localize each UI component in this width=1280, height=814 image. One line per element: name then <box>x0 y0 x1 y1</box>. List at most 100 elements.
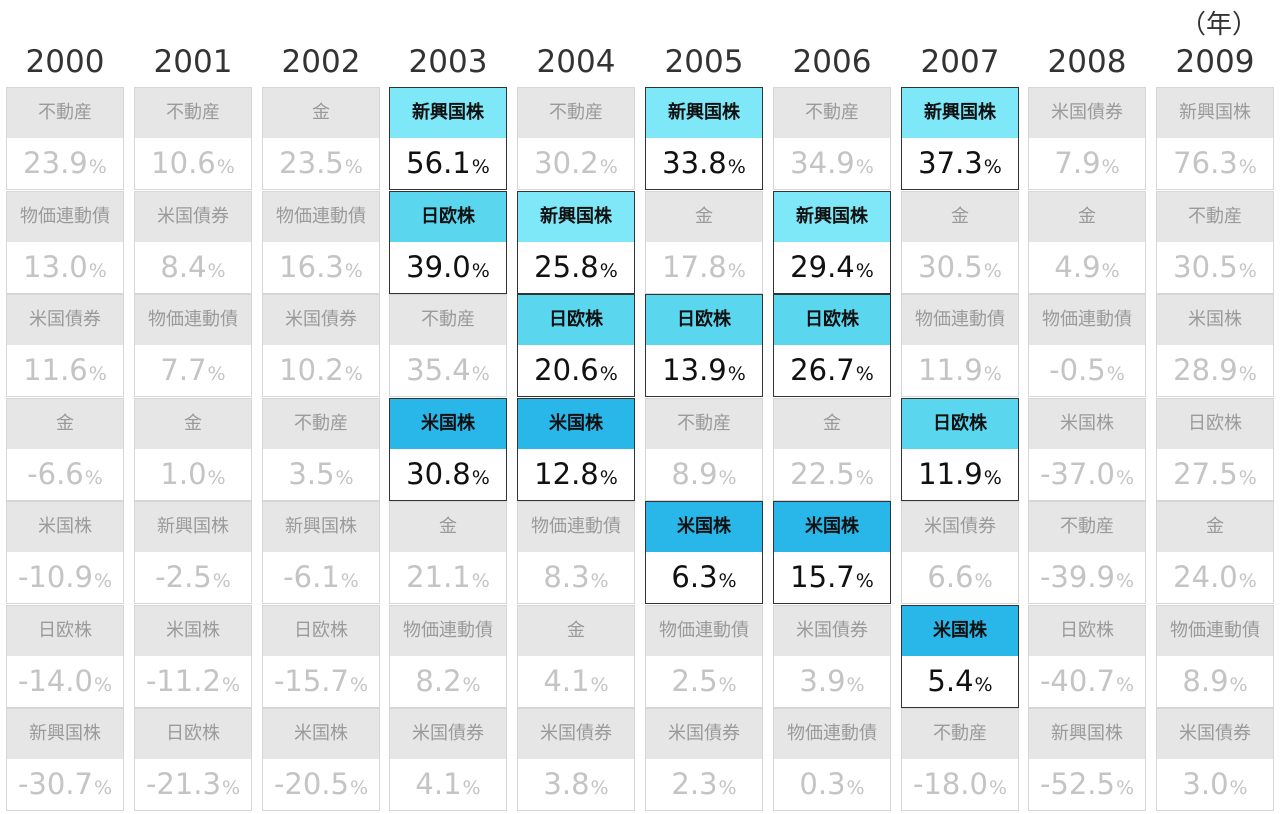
return-cell: 金 17.8% <box>645 191 763 294</box>
return-cell: 米国株 -11.2% <box>134 605 252 708</box>
asset-name: 新興国株 <box>518 192 634 242</box>
year-column-2001: 2001 不動産 10.6% 米国債券 8.4% 物価連動債 7.7% 金 1.0% 新興国株 -2… <box>134 0 252 812</box>
return-cell: 米国債券 3.9% <box>773 605 891 708</box>
asset-name: 米国株 <box>390 399 506 449</box>
year-label: 2008 <box>1047 44 1127 80</box>
return-value: 15.7% <box>774 552 890 603</box>
return-cell: 日欧株 20.6% <box>517 294 635 397</box>
asset-name: 金 <box>518 606 634 656</box>
return-cell: 米国株 -10.9% <box>6 501 124 604</box>
return-cell: 米国債券 11.6% <box>6 294 124 397</box>
return-cell: 米国債券 6.6% <box>901 501 1019 604</box>
return-value: 16.3% <box>263 242 379 293</box>
return-value: 21.1% <box>390 552 506 603</box>
asset-name: 金 <box>1029 192 1145 242</box>
return-value: -11.2% <box>135 656 251 707</box>
asset-name: 日欧株 <box>646 295 762 345</box>
return-value: 10.2% <box>263 345 379 396</box>
asset-name: 新興国株 <box>1029 709 1145 759</box>
return-value: -39.9% <box>1029 552 1145 603</box>
year-label: 2003 <box>408 44 488 80</box>
return-cell: 日欧株 -40.7% <box>1028 605 1146 708</box>
return-value: 0.3% <box>774 759 890 810</box>
asset-name: 米国債券 <box>263 295 379 345</box>
asset-name: 不動産 <box>1157 192 1273 242</box>
asset-name: 不動産 <box>518 88 634 138</box>
return-value: -14.0% <box>7 656 123 707</box>
return-value: 1.0% <box>135 449 251 500</box>
return-value: 56.1% <box>390 138 506 189</box>
return-cell: 金 22.5% <box>773 398 891 501</box>
return-value: 3.5% <box>263 449 379 500</box>
year-label: 2000 <box>25 44 105 80</box>
asset-name: 金 <box>7 399 123 449</box>
return-cell: 物価連動債 0.3% <box>773 708 891 811</box>
asset-name: 日欧株 <box>1029 606 1145 656</box>
return-value: 24.0% <box>1157 552 1273 603</box>
asset-name: 米国株 <box>135 606 251 656</box>
asset-name: 物価連動債 <box>1157 606 1273 656</box>
return-value: -2.5% <box>135 552 251 603</box>
return-cell: 米国債券 2.3% <box>645 708 763 811</box>
return-value: 29.4% <box>774 242 890 293</box>
return-cell: 物価連動債 16.3% <box>262 191 380 294</box>
return-value: 23.9% <box>7 138 123 189</box>
return-value: 4.1% <box>390 759 506 810</box>
return-cell: 日欧株 39.0% <box>389 191 507 294</box>
asset-name: 米国株 <box>646 502 762 552</box>
asset-name: 米国債券 <box>646 709 762 759</box>
year-label: 2006 <box>792 44 872 80</box>
return-cell: 新興国株 56.1% <box>389 87 507 190</box>
asset-name: 米国債券 <box>518 709 634 759</box>
return-value: 39.0% <box>390 242 506 293</box>
return-value: -52.5% <box>1029 759 1145 810</box>
return-value: 8.4% <box>135 242 251 293</box>
return-cell: 米国株 12.8% <box>517 398 635 501</box>
return-cell: 日欧株 -14.0% <box>6 605 124 708</box>
return-cell: 不動産 34.9% <box>773 87 891 190</box>
asset-name: 物価連動債 <box>774 709 890 759</box>
return-value: 22.5% <box>774 449 890 500</box>
return-cell: 不動産 -39.9% <box>1028 501 1146 604</box>
return-value: 30.5% <box>1157 242 1273 293</box>
asset-name: 新興国株 <box>263 502 379 552</box>
asset-name: 米国債券 <box>135 192 251 242</box>
return-value: 33.8% <box>646 138 762 189</box>
return-cell: 米国株 -37.0% <box>1028 398 1146 501</box>
return-value: 20.6% <box>518 345 634 396</box>
asset-name: 物価連動債 <box>7 192 123 242</box>
return-cell: 日欧株 -21.3% <box>134 708 252 811</box>
unit-label: （年） <box>1179 10 1258 40</box>
return-value: 7.9% <box>1029 138 1145 189</box>
asset-name: 日欧株 <box>774 295 890 345</box>
return-value: -20.5% <box>263 759 379 810</box>
return-value: 30.2% <box>518 138 634 189</box>
return-cell: 新興国株 29.4% <box>773 191 891 294</box>
return-cell: 新興国株 -30.7% <box>6 708 124 811</box>
return-value: 30.8% <box>390 449 506 500</box>
asset-name: 日欧株 <box>135 709 251 759</box>
return-value: -0.5% <box>1029 345 1145 396</box>
return-value: 35.4% <box>390 345 506 396</box>
return-cell: 不動産 3.5% <box>262 398 380 501</box>
asset-name: 金 <box>135 399 251 449</box>
return-cell: 新興国株 37.3% <box>901 87 1019 190</box>
return-cell: 米国債券 7.9% <box>1028 87 1146 190</box>
return-value: 13.9% <box>646 345 762 396</box>
return-value: 6.3% <box>646 552 762 603</box>
return-cell: 米国株 28.9% <box>1156 294 1274 397</box>
return-cell: 物価連動債 -0.5% <box>1028 294 1146 397</box>
asset-name: 米国債券 <box>7 295 123 345</box>
year-label: 2004 <box>536 44 616 80</box>
asset-name: 米国債券 <box>774 606 890 656</box>
return-value: 11.9% <box>902 345 1018 396</box>
asset-name: 新興国株 <box>774 192 890 242</box>
return-value: 17.8% <box>646 242 762 293</box>
year-column-2006: 2006 不動産 34.9% 新興国株 29.4% 日欧株 26.7% 金 22.5% 米国株 15… <box>773 0 891 812</box>
asset-name: 日欧株 <box>518 295 634 345</box>
asset-name: 日欧株 <box>7 606 123 656</box>
asset-name: 不動産 <box>263 399 379 449</box>
asset-name: 日欧株 <box>1157 399 1273 449</box>
year-column-2000: 2000 不動産 23.9% 物価連動債 13.0% 米国債券 11.6% 金 -6.6% 米国株… <box>6 0 124 812</box>
